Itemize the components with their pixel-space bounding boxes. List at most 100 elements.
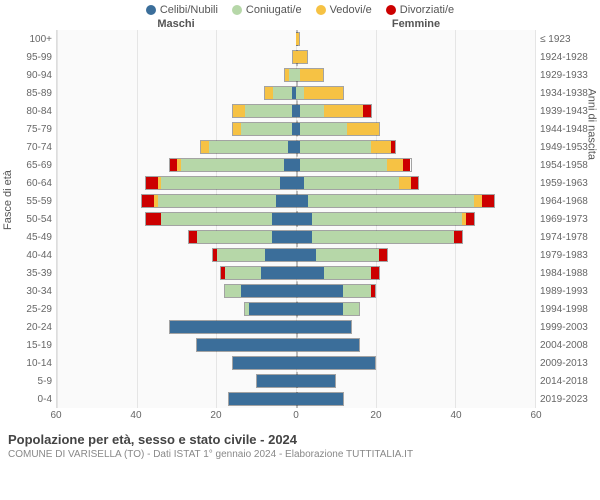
segment-ved xyxy=(296,33,299,45)
segment-ved xyxy=(304,87,343,99)
bar xyxy=(296,32,300,46)
side-male xyxy=(57,318,296,336)
segment-ved xyxy=(296,51,307,63)
segment-cel xyxy=(257,375,296,387)
segment-cel xyxy=(280,177,296,189)
pyramid-row xyxy=(57,354,535,372)
segment-ved xyxy=(233,105,245,117)
segment-con xyxy=(217,249,264,261)
segment-div xyxy=(403,159,411,171)
legend-label: Divorziati/e xyxy=(400,4,454,16)
bar xyxy=(169,158,296,172)
bar xyxy=(296,140,396,154)
segment-div xyxy=(146,213,162,225)
side-male xyxy=(57,228,296,246)
bar xyxy=(296,122,380,136)
bar xyxy=(296,302,360,316)
segment-cel xyxy=(296,267,324,279)
segment-cel xyxy=(249,303,296,315)
segment-cel xyxy=(197,339,296,351)
segment-con xyxy=(316,249,379,261)
ylabel-age: 75-79 xyxy=(0,120,56,138)
pyramid-row xyxy=(57,156,535,174)
legend-label: Celibi/Nubili xyxy=(160,4,218,16)
ylabel-age: 5-9 xyxy=(0,372,56,390)
side-female xyxy=(296,48,535,66)
gridline xyxy=(535,30,536,408)
segment-con xyxy=(209,141,288,153)
bar xyxy=(264,86,296,100)
segment-div xyxy=(482,195,494,207)
segment-cel xyxy=(284,159,296,171)
bar xyxy=(296,356,376,370)
side-female xyxy=(296,210,535,228)
legend-swatch xyxy=(386,5,396,15)
bar xyxy=(256,374,296,388)
segment-con xyxy=(343,285,371,297)
segment-con xyxy=(308,195,474,207)
pyramid-row xyxy=(57,84,535,102)
side-male xyxy=(57,264,296,282)
legend-swatch xyxy=(316,5,326,15)
pyramid-row xyxy=(57,66,535,84)
segment-con xyxy=(300,123,347,135)
segment-con xyxy=(158,195,277,207)
chart-title: Popolazione per età, sesso e stato civil… xyxy=(8,432,592,447)
bar xyxy=(232,122,296,136)
segment-ved xyxy=(347,123,378,135)
segment-div xyxy=(454,231,462,243)
segment-cel xyxy=(272,213,296,225)
side-female xyxy=(296,372,535,390)
xtick: 60 xyxy=(50,410,61,421)
segment-cel xyxy=(296,321,351,333)
bar xyxy=(296,266,380,280)
segment-con xyxy=(343,303,359,315)
side-male xyxy=(57,138,296,156)
rows xyxy=(57,30,535,408)
side-female xyxy=(296,66,535,84)
bar xyxy=(228,392,296,406)
ylabel-birth: 1964-1968 xyxy=(536,192,600,210)
side-female xyxy=(296,264,535,282)
side-female xyxy=(296,354,535,372)
side-female xyxy=(296,300,535,318)
pyramid-row xyxy=(57,174,535,192)
ylabel-birth: ≤ 1923 xyxy=(536,30,600,48)
side-female xyxy=(296,282,535,300)
side-female xyxy=(296,156,535,174)
ylabel-birth: 1989-1993 xyxy=(536,282,600,300)
side-male xyxy=(57,372,296,390)
ylabel-birth: 2009-2013 xyxy=(536,354,600,372)
side-female xyxy=(296,192,535,210)
yaxis-right: ≤ 19231924-19281929-19331934-19381939-19… xyxy=(536,30,600,408)
bar xyxy=(284,68,296,82)
bar xyxy=(296,284,376,298)
pyramid-row xyxy=(57,120,535,138)
segment-ved xyxy=(233,123,241,135)
bar xyxy=(296,50,308,64)
bar xyxy=(296,194,495,208)
side-female xyxy=(296,138,535,156)
pyramid-row xyxy=(57,264,535,282)
ylabel-birth: 1959-1963 xyxy=(536,174,600,192)
ylabel-age: 0-4 xyxy=(0,390,56,408)
xaxis: 6040200204060 xyxy=(0,408,600,426)
side-male xyxy=(57,390,296,408)
side-female xyxy=(296,174,535,192)
ylabel-age: 30-34 xyxy=(0,282,56,300)
ylabel-age: 70-74 xyxy=(0,138,56,156)
segment-ved xyxy=(201,141,209,153)
legend-label: Coniugati/e xyxy=(246,4,302,16)
segment-cel xyxy=(276,195,296,207)
segment-cel xyxy=(296,303,343,315)
side-male xyxy=(57,354,296,372)
side-female xyxy=(296,228,535,246)
ylabel-birth: 1999-2003 xyxy=(536,318,600,336)
bar xyxy=(224,284,296,298)
side-male xyxy=(57,246,296,264)
segment-cel xyxy=(296,213,312,225)
ylabel-birth: 2004-2008 xyxy=(536,336,600,354)
segment-cel xyxy=(296,177,304,189)
segment-cel xyxy=(272,231,296,243)
segment-con xyxy=(300,105,324,117)
